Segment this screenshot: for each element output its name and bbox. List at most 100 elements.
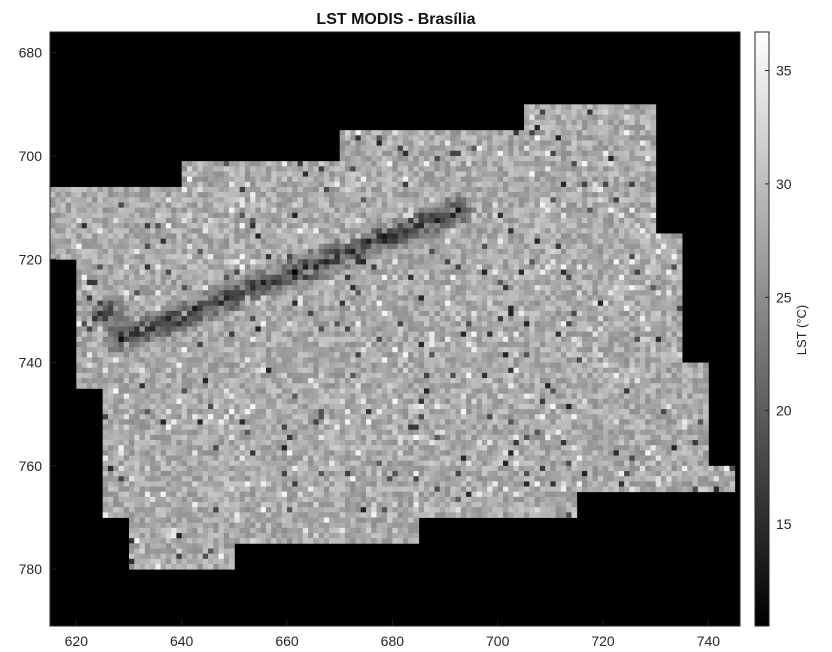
heatmap-cell: [160, 233, 167, 240]
heatmap-cell: [107, 295, 114, 301]
heatmap-cell: [129, 331, 135, 338]
heatmap-cell: [466, 223, 472, 229]
heatmap-cell: [618, 248, 625, 255]
heatmap-cell: [645, 150, 651, 157]
heatmap-cell: [676, 326, 683, 332]
heatmap-cell: [487, 150, 493, 157]
heatmap-cell: [302, 243, 309, 250]
heatmap-cell: [129, 347, 135, 353]
heatmap-cell: [371, 326, 377, 332]
heatmap-cell: [676, 300, 683, 307]
heatmap-cell: [255, 310, 262, 317]
heatmap-cell: [492, 192, 499, 198]
heatmap-cell: [350, 285, 356, 291]
heatmap-cell: [445, 197, 451, 203]
heatmap-cell: [371, 238, 377, 245]
heatmap-cell: [592, 228, 599, 234]
heatmap-cell: [650, 248, 657, 255]
heatmap-cell: [423, 228, 430, 234]
heatmap-cell: [287, 357, 293, 363]
heatmap-cell: [513, 347, 520, 353]
heatmap-cell: [123, 254, 130, 260]
heatmap-cell: [560, 243, 567, 250]
heatmap-cell: [302, 228, 309, 234]
heatmap-cell: [429, 212, 435, 219]
heatmap-cell: [608, 352, 614, 358]
heatmap-cell: [250, 176, 256, 183]
heatmap-cell: [581, 145, 588, 152]
heatmap-cell: [613, 295, 620, 301]
heatmap-cell: [497, 295, 504, 301]
heatmap-cell: [202, 202, 209, 209]
heatmap-cell: [524, 279, 530, 286]
heatmap-cell: [50, 192, 56, 198]
heatmap-cell: [555, 243, 562, 250]
heatmap-cell: [255, 269, 262, 276]
heatmap-cell: [223, 197, 230, 203]
heatmap-cell: [339, 130, 346, 136]
heatmap-cell: [650, 305, 657, 312]
heatmap-cell: [487, 259, 493, 265]
heatmap-cell: [302, 321, 309, 327]
heatmap-cell: [186, 316, 193, 322]
heatmap-cell: [97, 331, 104, 338]
heatmap-cell: [76, 290, 83, 296]
heatmap-cell: [208, 274, 214, 281]
heatmap-cell: [323, 264, 330, 270]
heatmap-cell: [366, 243, 372, 250]
heatmap-cell: [466, 233, 472, 240]
heatmap-cell: [418, 130, 425, 136]
heatmap-cell: [450, 186, 456, 193]
heatmap-cell: [434, 316, 441, 322]
heatmap-cell: [671, 326, 678, 332]
heatmap-cell: [529, 150, 535, 157]
heatmap-cell: [50, 223, 56, 229]
heatmap-cell: [603, 197, 609, 203]
heatmap-cell: [350, 228, 356, 234]
heatmap-cell: [234, 238, 241, 245]
heatmap-cell: [634, 243, 641, 250]
heatmap-cell: [360, 310, 367, 317]
heatmap-cell: [339, 357, 346, 363]
heatmap-cell: [534, 310, 541, 317]
heatmap-cell: [218, 166, 225, 172]
heatmap-cell: [371, 316, 377, 322]
heatmap-cell: [471, 269, 478, 276]
heatmap-cell: [634, 347, 641, 353]
heatmap-cell: [581, 130, 588, 136]
heatmap-cell: [550, 259, 557, 265]
heatmap-cell: [597, 238, 604, 245]
heatmap-cell: [518, 207, 525, 214]
heatmap-cell: [471, 217, 478, 224]
heatmap-cell: [118, 352, 125, 358]
heatmap-cell: [666, 341, 672, 348]
heatmap-cell: [192, 254, 198, 260]
heatmap-cell: [281, 290, 288, 296]
heatmap-cell: [560, 217, 567, 224]
heatmap-cell: [329, 264, 335, 270]
heatmap-cell: [487, 321, 493, 327]
heatmap-cell: [539, 197, 546, 203]
heatmap-cell: [471, 357, 478, 363]
heatmap-cell: [92, 228, 98, 234]
heatmap-cell: [492, 155, 499, 162]
heatmap-cell: [624, 119, 630, 126]
heatmap-cell: [581, 274, 588, 281]
heatmap-cell: [634, 186, 641, 193]
heatmap-cell: [229, 223, 235, 229]
heatmap-cell: [265, 223, 272, 229]
heatmap-cell: [123, 305, 130, 312]
heatmap-cell: [123, 228, 130, 234]
heatmap-cell: [86, 248, 93, 255]
heatmap-cell: [529, 279, 535, 286]
heatmap-cell: [355, 212, 362, 219]
heatmap-cell: [624, 326, 630, 332]
heatmap-cell: [492, 161, 499, 167]
heatmap-cell: [460, 212, 467, 219]
heatmap-cell: [318, 347, 325, 353]
heatmap-cell: [318, 259, 325, 265]
heatmap-cell: [208, 166, 214, 172]
heatmap-cell: [218, 341, 225, 348]
heatmap-cell: [550, 155, 557, 162]
heatmap-cell: [144, 233, 151, 240]
